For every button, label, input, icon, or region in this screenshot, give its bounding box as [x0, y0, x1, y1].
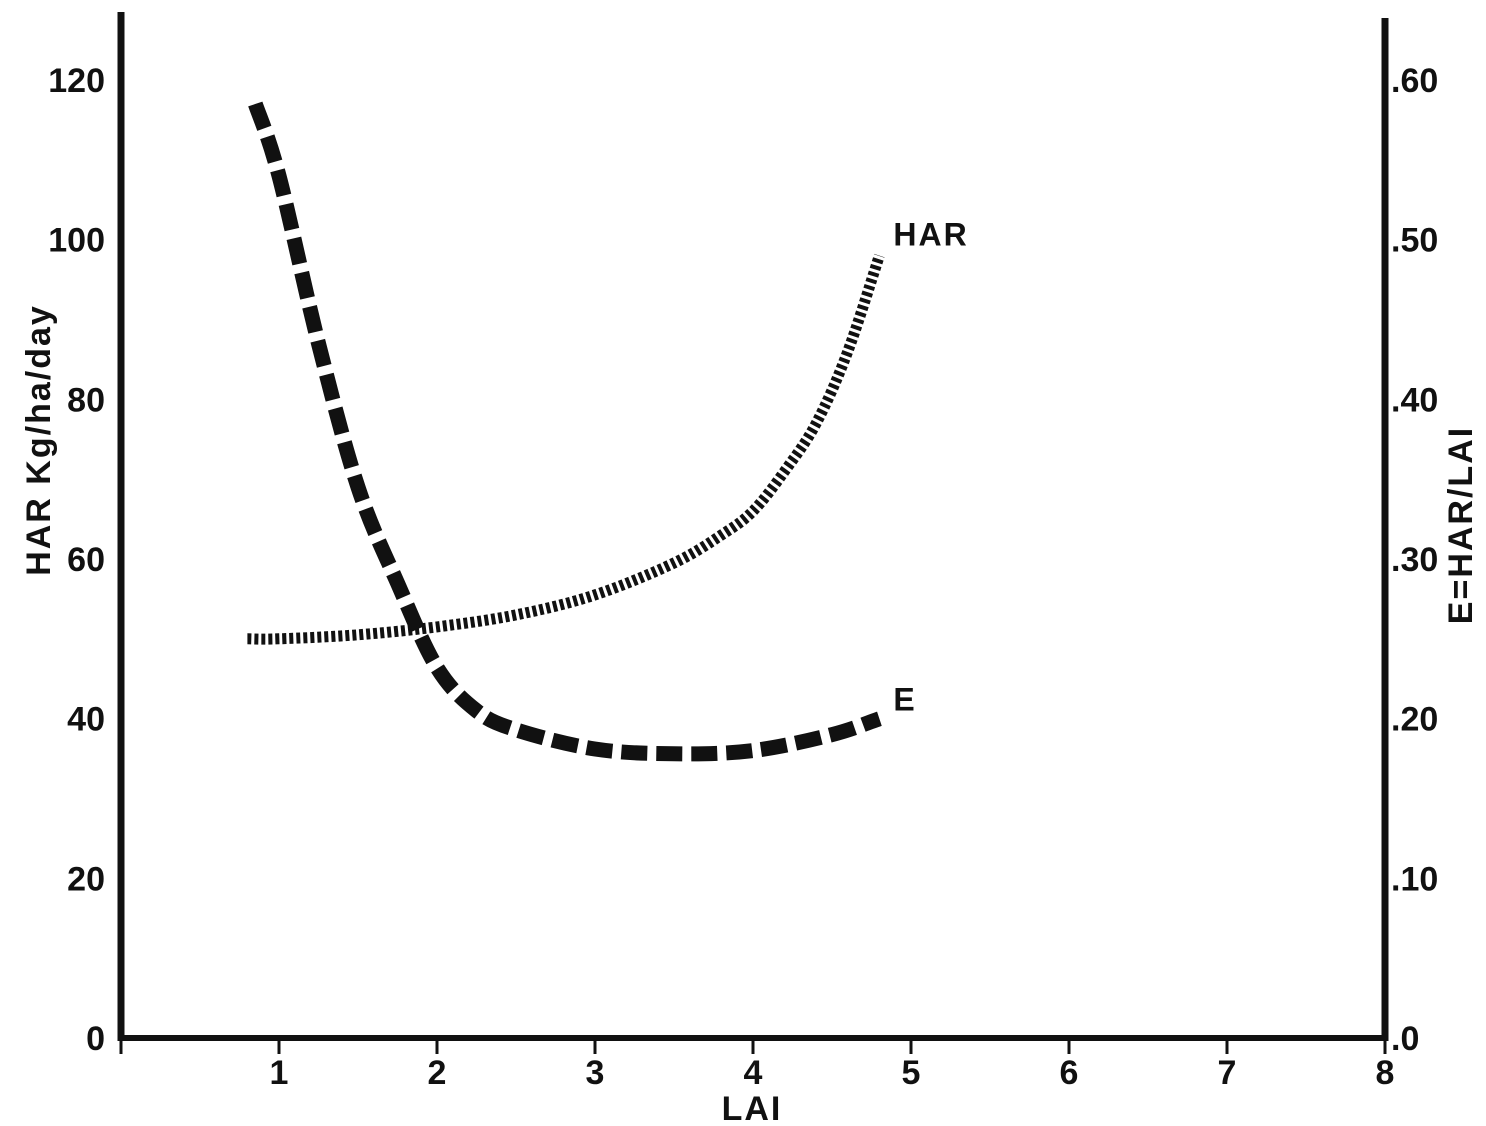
y-right-tick-label: .0 — [1391, 1020, 1419, 1058]
x-tick-label: 5 — [902, 1054, 921, 1092]
y-right-tick-label: .40 — [1391, 381, 1438, 419]
y-left-tick-label: 60 — [67, 541, 105, 579]
x-tick-label: 8 — [1376, 1054, 1395, 1092]
x-tick-label: 4 — [744, 1054, 763, 1092]
y-left-tick-label: 20 — [67, 860, 105, 898]
y-left-tick-label: 40 — [67, 701, 105, 739]
series-har: HAR — [247, 217, 968, 645]
y-right-tick-label: .30 — [1391, 541, 1438, 579]
ticks: 1 2 3 4 5 6 7 8020406080100120.0.10.20.30.40.50… — [48, 62, 1438, 1092]
y-left-tick-label: 0 — [86, 1020, 105, 1058]
y-axis-left-title: HAR Kg/ha/day — [20, 304, 58, 576]
series-line-e — [248, 101, 882, 762]
axes — [117, 12, 1389, 1041]
y-right-tick-label: .20 — [1391, 701, 1438, 739]
y-axis-right-title: E=HAR/LAI — [1442, 426, 1480, 624]
x-tick-label: 3 — [586, 1054, 605, 1092]
x-axis-title: LAI — [722, 1090, 783, 1126]
x-tick-label: 7 — [1218, 1054, 1237, 1092]
y-left-tick-label: 80 — [67, 381, 105, 419]
y-right-tick-label: .50 — [1391, 222, 1438, 260]
labels: LAI HAR Kg/ha/day E=HAR/LAI — [20, 304, 1480, 1126]
series-label-har: HAR — [893, 217, 968, 253]
x-tick-label: 6 — [1060, 1054, 1079, 1092]
y-left-tick-label: 100 — [48, 222, 105, 260]
series: HAR E — [247, 101, 968, 762]
x-tick-label: 1 — [270, 1054, 289, 1092]
x-tick-label: 2 — [428, 1054, 447, 1092]
y-right-tick-label: .60 — [1391, 62, 1438, 100]
y-right-tick-label: .10 — [1391, 860, 1438, 898]
series-e: E — [248, 101, 916, 762]
series-label-e: E — [893, 682, 916, 718]
y-left-tick-label: 120 — [48, 62, 105, 100]
